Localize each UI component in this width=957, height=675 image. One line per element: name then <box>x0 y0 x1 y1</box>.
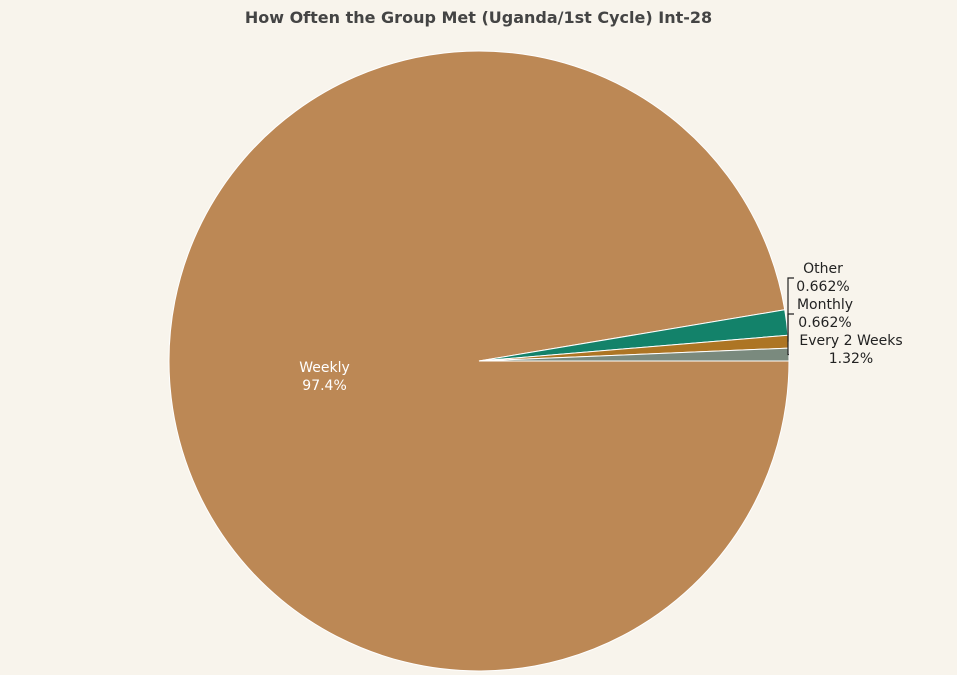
slice-label-every-2-weeks: Every 2 Weeks 1.32% <box>799 333 902 367</box>
slice-label-weekly: Weekly 97.4% <box>299 360 350 394</box>
slice-label-monthly: Monthly 0.662% <box>797 297 853 331</box>
slice-label-other: Other 0.662% <box>796 261 849 295</box>
leader-line-monthly <box>787 313 794 343</box>
chart-title: How Often the Group Met (Uganda/1st Cycl… <box>244 8 713 27</box>
leader-line-other <box>787 277 794 356</box>
